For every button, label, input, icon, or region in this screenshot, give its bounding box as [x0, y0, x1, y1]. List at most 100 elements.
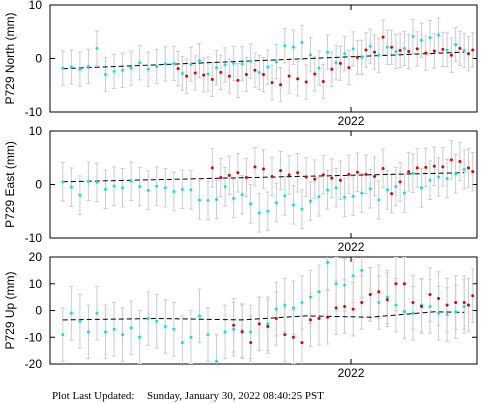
- east-data-point: [189, 188, 193, 192]
- up-data-point: [351, 307, 355, 311]
- north-data-point: [326, 50, 330, 54]
- north-data-point: [104, 73, 108, 77]
- up-data-point: [197, 314, 201, 318]
- north-data-point: [360, 55, 364, 59]
- north-data-point: [313, 72, 317, 76]
- north-data-point: [445, 48, 449, 52]
- east-data-point: [351, 194, 355, 198]
- north-data-point: [227, 74, 231, 78]
- up-data-point: [223, 330, 227, 334]
- up-data-point: [466, 303, 470, 307]
- north-data-point: [381, 35, 385, 39]
- north-data-point: [253, 68, 257, 72]
- north-model-line: [62, 51, 465, 70]
- east-data-point: [138, 185, 142, 189]
- north-data-point: [236, 78, 240, 82]
- north-data-point: [189, 62, 193, 66]
- north-data-point: [283, 44, 287, 48]
- up-data-point: [334, 282, 338, 286]
- north-data-point: [364, 48, 368, 52]
- north-data-point: [287, 74, 291, 78]
- up-data-point: [326, 260, 330, 264]
- up-data-point: [249, 341, 253, 345]
- east-data-point: [394, 185, 398, 189]
- north-data-point: [266, 65, 270, 69]
- north-data-point: [300, 40, 304, 44]
- east-panel: -10 0 10 2022 P729 East (mm): [3, 124, 478, 254]
- up-data-point: [445, 303, 449, 307]
- up-data-point: [351, 274, 355, 278]
- north-data-point: [112, 69, 116, 73]
- east-data-point: [385, 188, 389, 192]
- north-data-point: [232, 61, 236, 65]
- east-data-point: [432, 164, 436, 168]
- up-data-point: [462, 300, 466, 304]
- up-data-point: [428, 304, 432, 308]
- up-model-line: [62, 311, 465, 321]
- north-data-point: [441, 47, 445, 51]
- east-data-point: [69, 185, 73, 189]
- up-data-point: [274, 317, 278, 321]
- up-data-point: [360, 268, 364, 272]
- east-data-point: [86, 179, 90, 183]
- up-data-point: [274, 307, 278, 311]
- up-data-point: [411, 300, 415, 304]
- east-data-point: [300, 207, 304, 211]
- north-ytick-label: 10: [29, 0, 43, 12]
- east-data-point: [330, 176, 334, 180]
- east-data-point: [462, 168, 466, 172]
- north-data-point: [373, 50, 377, 54]
- east-data-point: [390, 192, 394, 196]
- north-data-point: [257, 70, 261, 74]
- north-data-point: [244, 73, 248, 77]
- north-data-point: [424, 51, 428, 55]
- up-data-point: [69, 311, 73, 315]
- north-data-point: [321, 80, 325, 84]
- north-data-point: [155, 65, 159, 69]
- up-data-point: [402, 310, 406, 314]
- north-data-point: [138, 61, 142, 65]
- north-data-point: [206, 72, 210, 76]
- north-data-point: [462, 48, 466, 52]
- east-data-point: [146, 188, 150, 192]
- east-data-point: [180, 187, 184, 191]
- up-data-layer: [60, 257, 475, 364]
- east-data-point: [364, 172, 368, 176]
- east-data-point: [249, 202, 253, 206]
- up-ytick-label: 10: [29, 277, 43, 291]
- east-data-point: [236, 171, 240, 175]
- north-data-point: [390, 45, 394, 49]
- east-data-point: [317, 195, 321, 199]
- east-data-point: [402, 191, 406, 195]
- up-data-point: [146, 317, 150, 321]
- north-data-point: [129, 66, 133, 70]
- north-data-point: [223, 63, 227, 67]
- east-data-point: [287, 173, 291, 177]
- east-data-point: [163, 186, 167, 190]
- east-data-point: [437, 175, 441, 179]
- east-data-point: [377, 198, 381, 202]
- north-ytick-label: 0: [35, 52, 42, 66]
- north-data-point: [330, 67, 334, 71]
- up-data-point: [471, 294, 475, 298]
- north-data-point: [78, 67, 82, 71]
- north-data-point: [185, 74, 189, 78]
- up-data-point: [454, 300, 458, 304]
- north-data-point: [193, 71, 197, 75]
- up-data-point: [189, 335, 193, 339]
- north-ytick-label: -10: [25, 105, 43, 119]
- up-data-point: [300, 300, 304, 304]
- east-data-point: [232, 196, 236, 200]
- north-data-point: [279, 83, 283, 87]
- east-data-point: [368, 187, 372, 191]
- up-data-point: [368, 292, 372, 296]
- up-data-point: [394, 282, 398, 286]
- up-ylabel: P729 Up (mm): [3, 271, 17, 349]
- east-data-point: [347, 172, 351, 176]
- north-data-point: [471, 48, 475, 52]
- east-data-point: [172, 189, 176, 193]
- north-data-point: [432, 49, 436, 53]
- north-data-point: [270, 81, 274, 85]
- up-data-point: [385, 298, 389, 302]
- up-data-point: [240, 330, 244, 334]
